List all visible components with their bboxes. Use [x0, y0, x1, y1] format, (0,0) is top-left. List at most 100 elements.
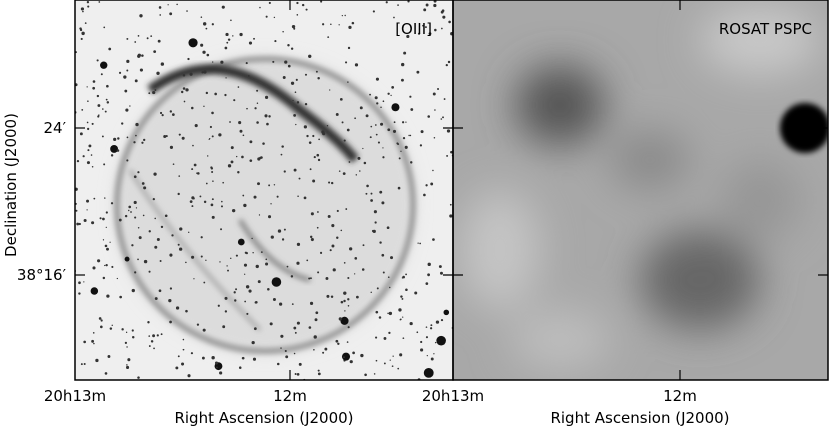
star — [203, 105, 205, 108]
star — [387, 128, 391, 132]
star — [163, 134, 167, 138]
star — [343, 139, 346, 142]
star — [257, 182, 261, 186]
y-tick-label: 38°16′ — [17, 266, 67, 284]
star — [359, 170, 361, 172]
star — [309, 301, 314, 305]
star — [160, 62, 165, 66]
star — [320, 0, 323, 3]
star — [238, 366, 242, 369]
star — [398, 157, 401, 160]
star — [126, 346, 128, 348]
star — [317, 211, 319, 213]
star — [156, 334, 159, 337]
star — [340, 229, 343, 232]
star — [108, 47, 112, 51]
star — [133, 200, 137, 205]
star — [207, 155, 209, 157]
star — [422, 24, 424, 27]
star — [450, 150, 453, 154]
star — [369, 136, 372, 139]
star — [345, 208, 348, 210]
star — [376, 287, 379, 290]
star — [382, 271, 385, 274]
star — [188, 38, 198, 48]
star — [78, 222, 81, 226]
star — [419, 144, 423, 147]
star — [92, 266, 96, 270]
star — [185, 309, 188, 313]
star — [169, 287, 173, 290]
star — [104, 264, 106, 267]
star — [378, 316, 382, 319]
star — [391, 85, 395, 89]
star — [191, 205, 194, 208]
star — [331, 224, 335, 228]
star — [433, 353, 435, 355]
star — [442, 15, 446, 19]
star — [211, 171, 214, 174]
star — [340, 300, 344, 304]
star — [252, 251, 254, 254]
star — [361, 268, 365, 271]
star — [265, 258, 268, 261]
star — [226, 265, 228, 267]
star — [313, 155, 316, 159]
star — [103, 26, 106, 29]
star — [225, 77, 227, 79]
x-axis-label: Right Ascension (J2000) — [174, 409, 353, 427]
star — [290, 81, 295, 85]
star — [222, 181, 225, 184]
star — [126, 159, 129, 162]
star — [341, 14, 343, 17]
star — [192, 144, 194, 147]
star — [182, 87, 186, 90]
star — [322, 351, 325, 354]
star — [147, 321, 150, 324]
star — [268, 215, 272, 219]
star — [137, 53, 141, 57]
star — [153, 50, 157, 54]
star — [434, 341, 437, 344]
star — [430, 182, 434, 186]
star — [92, 80, 96, 83]
star — [83, 218, 87, 223]
star — [379, 190, 383, 194]
star — [425, 326, 428, 328]
star — [131, 288, 135, 293]
star — [293, 168, 297, 172]
star — [126, 59, 130, 63]
star — [391, 103, 400, 112]
star — [182, 348, 185, 351]
star — [428, 32, 432, 36]
x-tick-label: 20h13m — [422, 387, 484, 405]
star — [295, 78, 298, 81]
star — [443, 98, 446, 100]
star — [291, 303, 294, 306]
star — [200, 43, 204, 47]
star — [129, 105, 131, 107]
star — [105, 264, 108, 267]
star — [337, 342, 340, 346]
star — [429, 327, 433, 330]
star — [158, 6, 162, 9]
star — [86, 199, 90, 203]
star — [211, 198, 214, 201]
star — [91, 221, 95, 225]
star — [386, 226, 390, 230]
star — [241, 356, 245, 360]
star — [80, 363, 83, 366]
star — [177, 355, 180, 358]
star — [150, 35, 153, 38]
star — [346, 341, 349, 343]
star — [265, 262, 269, 266]
star — [287, 44, 290, 47]
star — [235, 254, 238, 257]
star — [86, 0, 90, 4]
star — [253, 37, 255, 40]
star — [375, 336, 378, 339]
star — [171, 113, 175, 116]
star — [393, 16, 395, 19]
star — [445, 63, 448, 67]
